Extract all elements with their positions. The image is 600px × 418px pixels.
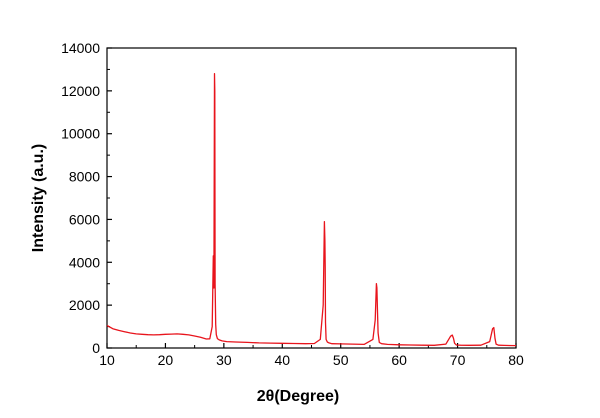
y-tick-label: 4000: [69, 254, 100, 270]
series-line: [106, 73, 517, 347]
x-tick-label: 80: [508, 352, 524, 368]
plot-area: [106, 47, 517, 349]
y-tick-label: 14000: [61, 40, 100, 56]
y-tick-label: 10000: [61, 126, 100, 142]
y-axis-title: Intensity (a.u.): [30, 144, 47, 252]
series-layer: [106, 73, 517, 347]
y-tick-label: 2000: [69, 297, 100, 313]
x-tick-label: 20: [158, 352, 174, 368]
x-tick-label: 70: [450, 352, 466, 368]
x-axis-title: 2θ(Degree): [257, 388, 339, 405]
x-tick-label: 30: [216, 352, 232, 368]
x-tick-label: 10: [99, 352, 115, 368]
y-tick-label: 8000: [69, 169, 100, 185]
x-tick-label: 50: [333, 352, 349, 368]
x-tick-label: 60: [391, 352, 407, 368]
x-axis-ticks: 10 20 30 40 50 60 70 80: [99, 343, 524, 368]
x-tick-label: 40: [274, 352, 290, 368]
y-tick-label: 0: [92, 340, 100, 356]
y-tick-label: 12000: [61, 83, 100, 99]
y-tick-label: 6000: [69, 211, 100, 227]
y-axis-ticks: 0 2000 4000 6000 8000 10000 12000 14000: [61, 40, 112, 356]
